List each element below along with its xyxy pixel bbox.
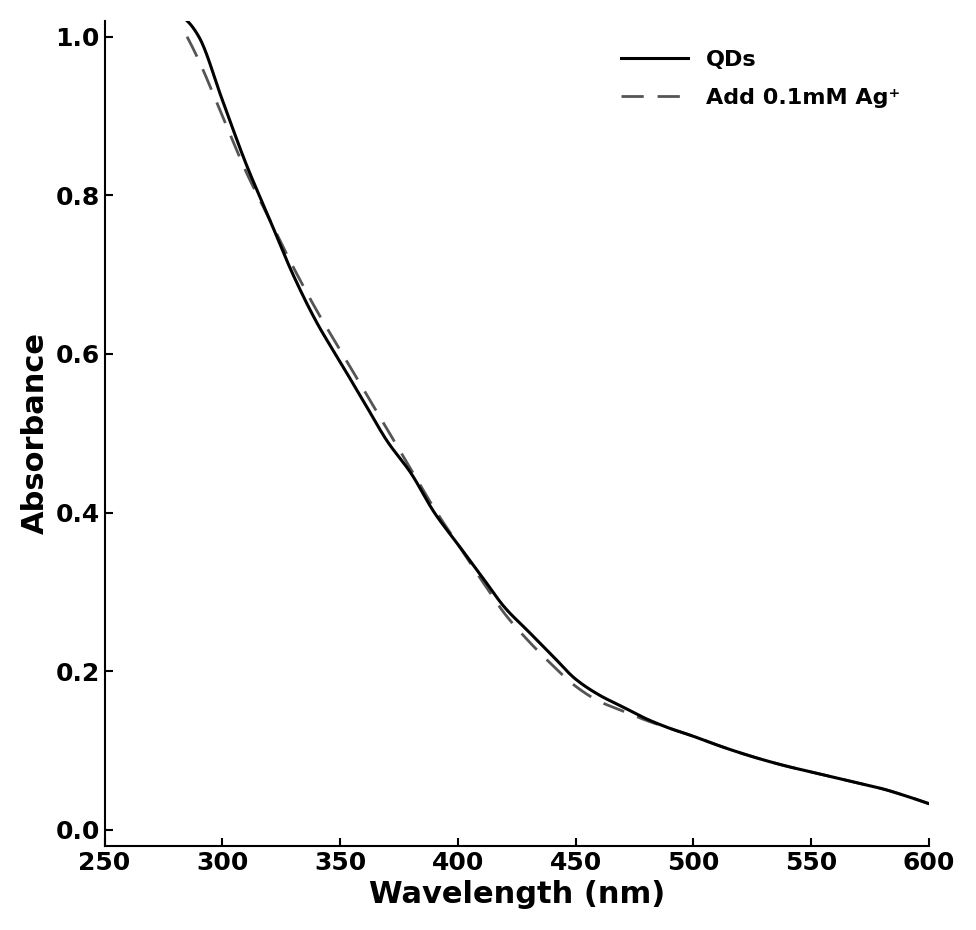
- Add 0.1mM Ag⁺: [542, 655, 553, 666]
- QDs: [219, 101, 230, 113]
- Add 0.1mM Ag⁺: [902, 790, 914, 802]
- Add 0.1mM Ag⁺: [765, 756, 777, 767]
- Add 0.1mM Ag⁺: [522, 635, 534, 646]
- Add 0.1mM Ag⁺: [901, 790, 913, 802]
- QDs: [902, 790, 914, 802]
- Add 0.1mM Ag⁺: [182, 31, 193, 42]
- QDs: [522, 626, 534, 637]
- QDs: [182, 15, 193, 26]
- QDs: [765, 756, 777, 767]
- QDs: [542, 645, 553, 657]
- Line: QDs: QDs: [187, 20, 929, 804]
- QDs: [901, 790, 913, 802]
- Y-axis label: Absorbance: Absorbance: [20, 332, 50, 535]
- Line: Add 0.1mM Ag⁺: Add 0.1mM Ag⁺: [187, 36, 929, 804]
- Add 0.1mM Ag⁺: [923, 798, 935, 809]
- Add 0.1mM Ag⁺: [219, 116, 230, 127]
- X-axis label: Wavelength (nm): Wavelength (nm): [369, 880, 665, 910]
- QDs: [923, 798, 935, 809]
- Legend: QDs, Add 0.1mM Ag⁺: QDs, Add 0.1mM Ag⁺: [603, 32, 917, 126]
